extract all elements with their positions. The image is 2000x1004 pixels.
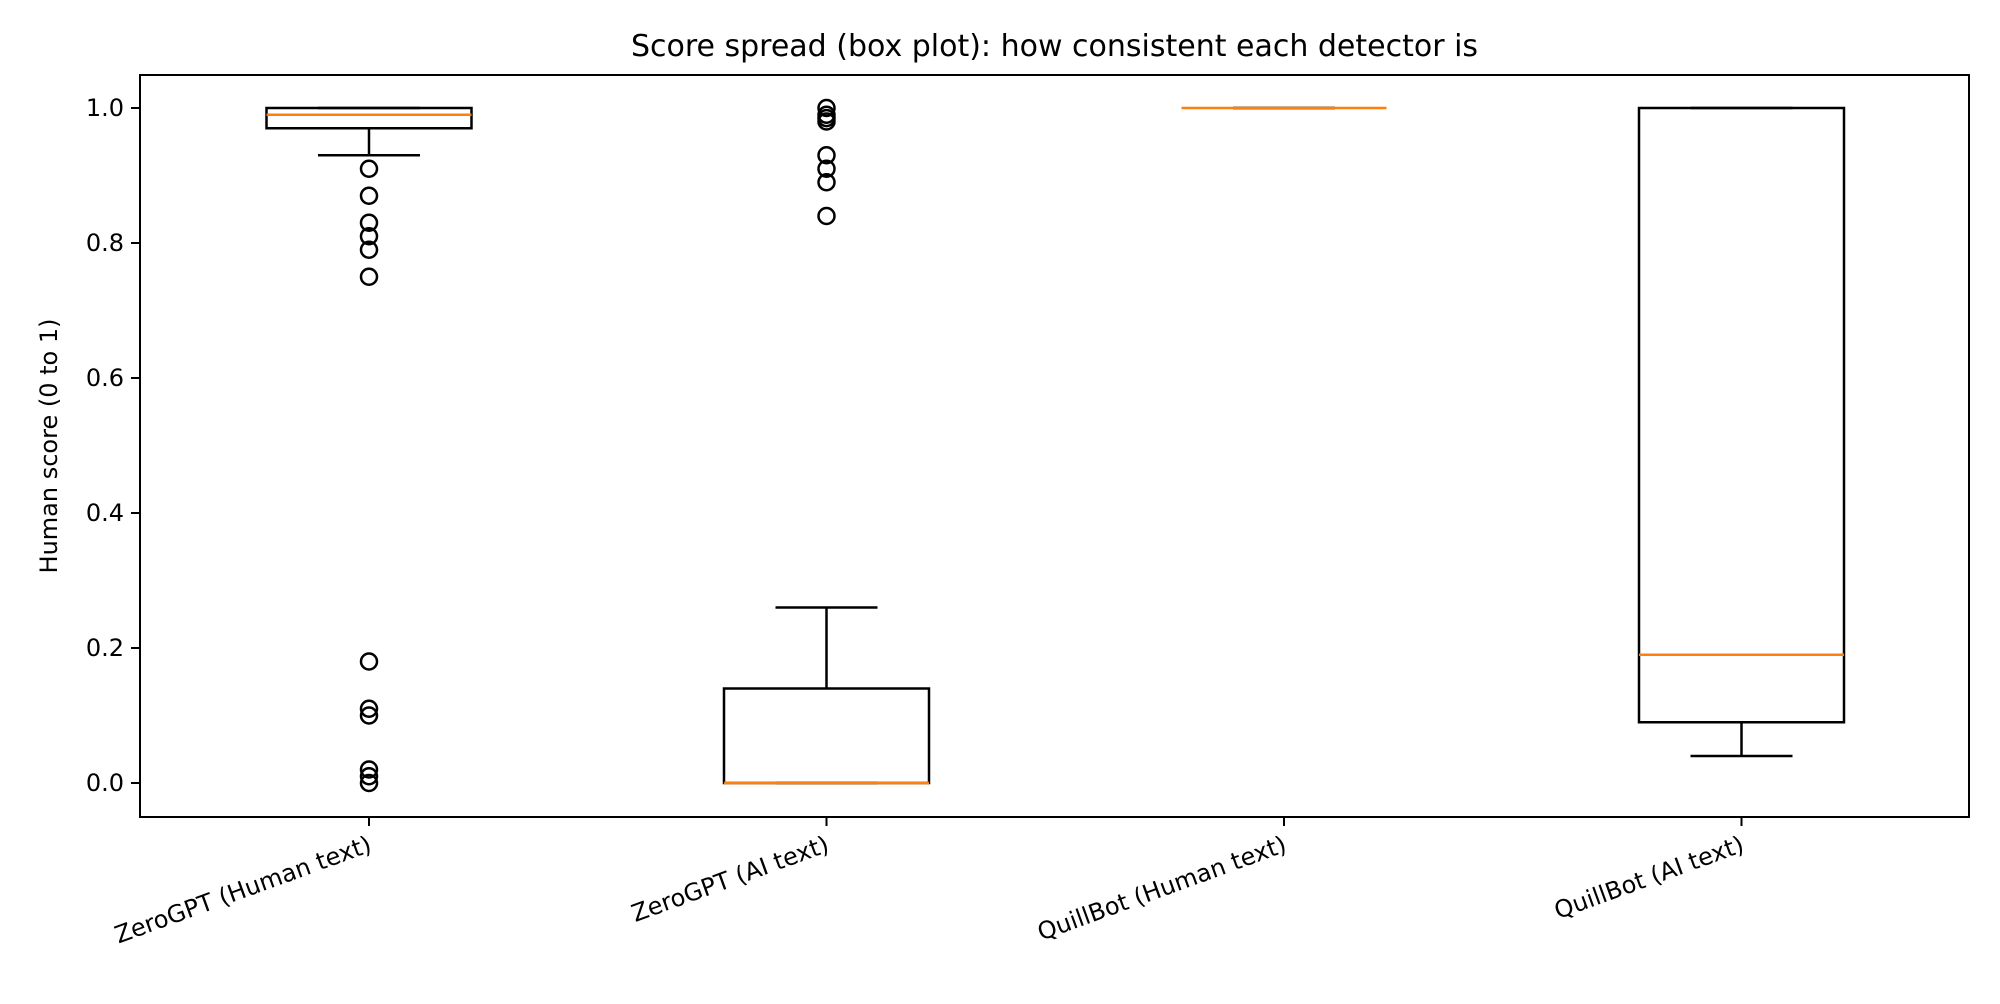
iqr-box — [265, 106, 473, 130]
y-axis-ticks: 0.0 0.2 0.4 0.6 0.8 1.0 — [86, 94, 140, 797]
x-tick-label: ZeroGPT (AI text) — [628, 830, 833, 927]
y-tick-label: 0.4 — [86, 499, 124, 527]
outlier-point — [817, 146, 836, 165]
y-tick-label: 0.2 — [86, 634, 124, 662]
outlier-point — [359, 773, 379, 793]
x-tick-label: ZeroGPT (Human text) — [111, 830, 375, 949]
outlier-point — [359, 159, 379, 178]
y-tick-label: 0.6 — [86, 364, 124, 392]
x-tick-label: QuillBot (AI text) — [1550, 830, 1747, 925]
outlier-point — [359, 760, 379, 779]
box-2 — [722, 98, 931, 785]
y-tick-label: 1.0 — [86, 94, 124, 122]
outlier-point — [359, 699, 379, 718]
x-axis-ticks: ZeroGPT (Human text) ZeroGPT (AI text) Qui… — [111, 817, 1748, 949]
outlier-point — [359, 706, 379, 725]
outlier-point — [359, 767, 379, 786]
box-1 — [265, 106, 473, 793]
outlier-point — [817, 206, 836, 226]
outlier-point — [817, 98, 836, 118]
plot-area-frame — [139, 74, 1970, 818]
outlier-point — [359, 240, 379, 259]
outlier-point — [359, 186, 379, 205]
outlier-point — [359, 652, 379, 671]
outlier-point — [817, 173, 836, 192]
outlier-point — [359, 227, 379, 246]
outlier-point — [359, 267, 379, 286]
y-axis-label: Human score (0 to 1) — [35, 319, 63, 574]
box-4 — [1637, 106, 1846, 758]
chart-title: Score spread (box plot): how consistent … — [631, 29, 1478, 64]
iqr-box — [1637, 106, 1846, 724]
y-tick-label: 0.0 — [86, 769, 124, 797]
outlier-point — [359, 213, 379, 232]
x-tick-label: QuillBot (Human text) — [1034, 830, 1290, 946]
iqr-box — [722, 687, 931, 785]
box-series-group — [265, 98, 1846, 793]
outlier-point — [817, 159, 836, 178]
outlier-point — [817, 112, 836, 131]
y-tick-label: 0.8 — [86, 229, 124, 257]
